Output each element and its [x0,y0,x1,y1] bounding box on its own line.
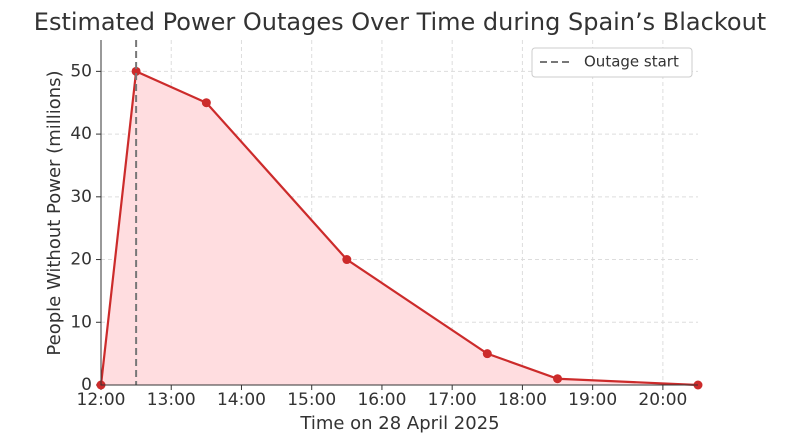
point [131,66,141,76]
x-tick-label: 12:00 [77,390,126,410]
x-tick-label: 14:00 [217,390,266,410]
legend-box [531,47,693,78]
y-tick-label: 30 [70,187,92,207]
chart-title: Estimated Power Outages Over Time during… [34,8,766,36]
x-tick-label: 13:00 [147,390,196,410]
x-axis-label: Time on 28 April 2025 [299,413,499,434]
y-tick-label: 50 [70,61,92,81]
y-tick-label: 20 [70,250,92,270]
y-axis-label: People Without Power (millions) [44,70,65,355]
point [342,255,352,265]
x-tick-label: 16:00 [357,390,406,410]
x-tick-label: 15:00 [287,390,336,410]
x-tick-label: 17:00 [428,390,477,410]
y-tick-label: 0 [81,375,92,395]
point [482,349,492,359]
x-tick-label: 20:00 [638,390,687,410]
point [201,98,211,108]
axes [100,40,698,386]
legend: Outage start [531,47,693,78]
y-tick-label: 40 [70,124,92,144]
area [101,71,698,385]
x-tick-label: 18:00 [498,390,547,410]
x-tick-label: 19:00 [568,390,617,410]
legend-label: Outage start [584,53,679,71]
y-tick-label: 10 [70,312,92,332]
point [553,374,563,384]
